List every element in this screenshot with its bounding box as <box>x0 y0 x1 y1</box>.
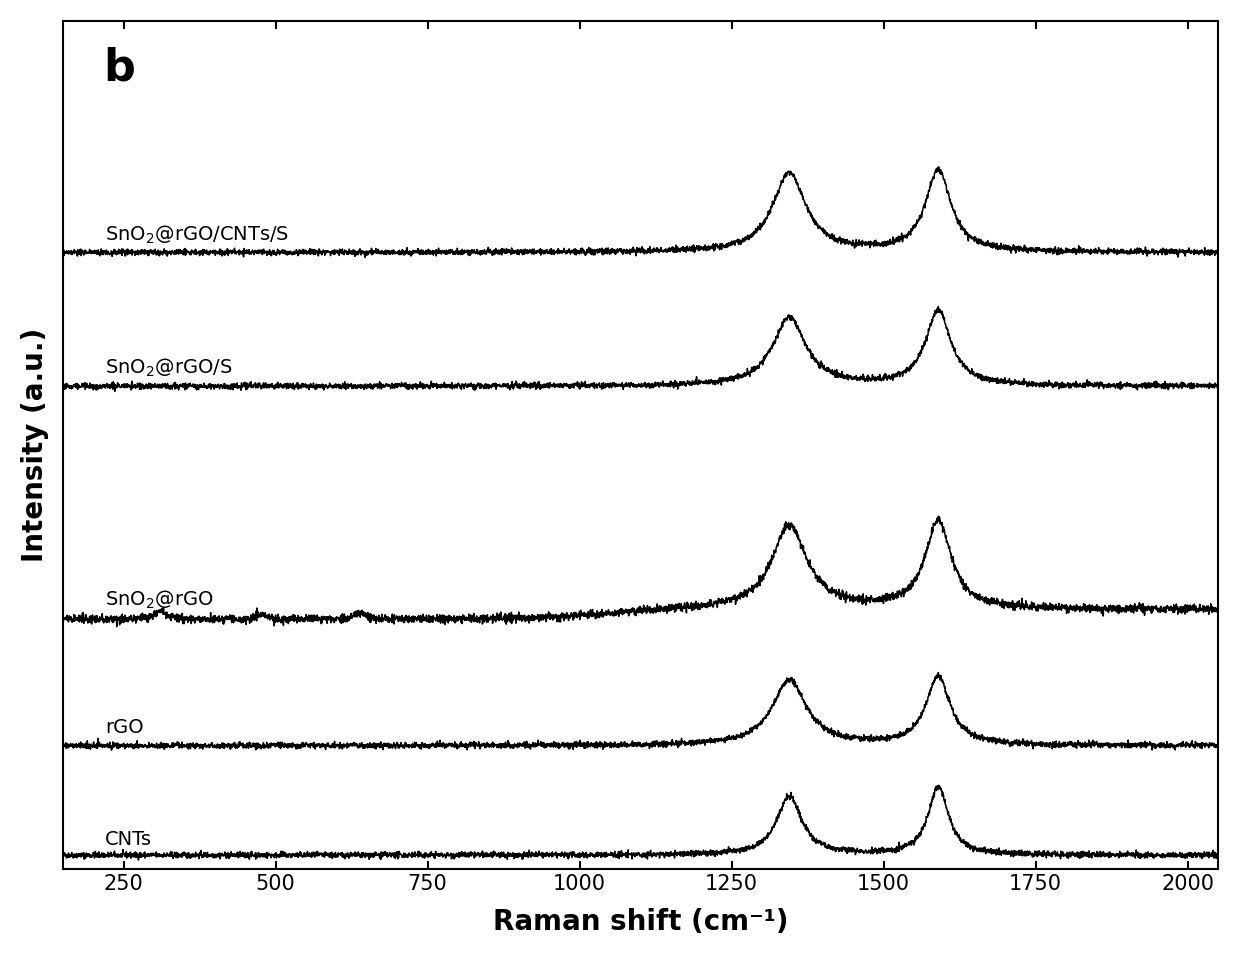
Text: SnO$_2$@rGO: SnO$_2$@rGO <box>105 589 213 612</box>
Text: SnO$_2$@rGO/S: SnO$_2$@rGO/S <box>105 357 233 380</box>
X-axis label: Raman shift (cm⁻¹): Raman shift (cm⁻¹) <box>492 908 789 936</box>
Text: SnO$_2$@rGO/CNTs/S: SnO$_2$@rGO/CNTs/S <box>105 223 289 246</box>
Text: CNTs: CNTs <box>105 830 153 849</box>
Y-axis label: Intensity (a.u.): Intensity (a.u.) <box>21 328 48 563</box>
Text: b: b <box>103 46 135 89</box>
Text: rGO: rGO <box>105 719 144 737</box>
